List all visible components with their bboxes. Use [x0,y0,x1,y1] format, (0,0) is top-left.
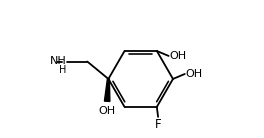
Polygon shape [105,79,110,101]
Text: OH: OH [98,106,116,116]
Text: OH: OH [169,51,186,61]
Text: OH: OH [185,69,202,79]
Text: NH: NH [50,56,67,66]
Text: H: H [59,65,67,75]
Text: F: F [155,118,161,131]
